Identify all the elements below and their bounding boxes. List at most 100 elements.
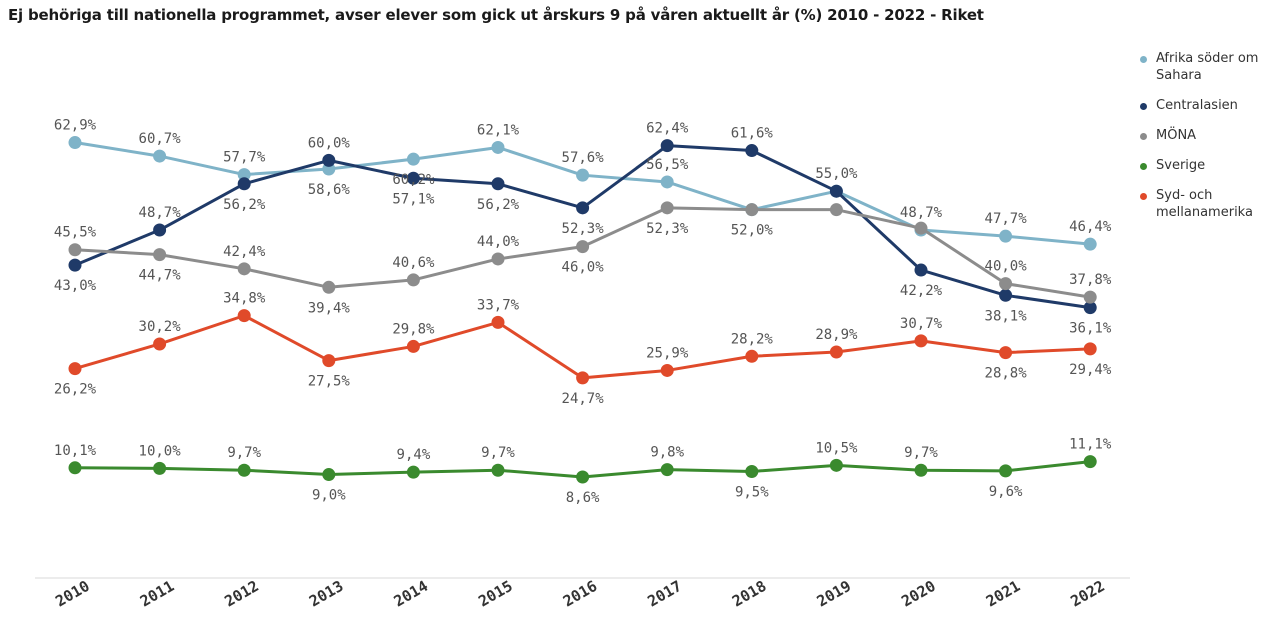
legend-item-mona[interactable]: MÖNA — [1140, 127, 1268, 144]
data-label-syd-och-mellanamerika: 24,7% — [562, 391, 605, 407]
x-tick-label: 2020 — [898, 577, 938, 611]
data-label-afrika-soder-om-sahara: 60,2% — [392, 172, 435, 188]
legend: Afrika söder om Sahara Centralasien MÖNA Sv… — [1140, 50, 1268, 234]
data-point-syd-och-mellanamerika — [576, 371, 590, 385]
legend-label: Sverige — [1156, 158, 1206, 173]
data-label-sverige: 9,8% — [650, 445, 684, 461]
data-point-afrika-soder-om-sahara — [660, 175, 674, 189]
data-label-mona: 44,7% — [139, 268, 182, 284]
x-tick-label: 2010 — [52, 577, 92, 611]
legend-marker — [1140, 103, 1147, 110]
data-label-mona: 39,4% — [308, 300, 351, 316]
data-label-syd-och-mellanamerika: 30,7% — [900, 316, 943, 332]
data-point-afrika-soder-om-sahara — [999, 229, 1013, 243]
data-label-sverige: 9,6% — [989, 484, 1023, 500]
x-tick-label: 2017 — [645, 577, 685, 611]
data-point-sverige — [914, 463, 928, 477]
data-point-mona — [660, 201, 674, 215]
data-point-afrika-soder-om-sahara — [68, 136, 82, 150]
data-label-centralasien: 61,6% — [731, 126, 774, 142]
legend-item-centralasien[interactable]: Centralasien — [1140, 97, 1268, 114]
data-label-syd-och-mellanamerika: 27,5% — [308, 374, 351, 390]
data-label-afrika-soder-om-sahara: 48,7% — [900, 205, 943, 221]
data-point-sverige — [406, 465, 420, 479]
data-point-syd-och-mellanamerika — [68, 362, 82, 376]
data-point-afrika-soder-om-sahara — [237, 168, 251, 182]
data-label-syd-och-mellanamerika: 30,2% — [139, 319, 182, 335]
x-tick-label: 2018 — [729, 577, 769, 611]
data-point-mona — [745, 203, 759, 217]
data-point-mona — [999, 277, 1013, 291]
data-point-mona — [1083, 290, 1097, 304]
data-label-syd-och-mellanamerika: 28,8% — [985, 366, 1028, 382]
data-point-syd-och-mellanamerika — [999, 346, 1013, 360]
data-point-sverige — [153, 461, 167, 475]
legend-item-afrika-soder-om-sahara[interactable]: Afrika söder om Sahara — [1140, 50, 1268, 84]
data-label-mona: 45,5% — [54, 225, 97, 241]
data-label-centralasien: 36,1% — [1069, 321, 1112, 337]
data-point-sverige — [745, 464, 759, 478]
data-point-syd-och-mellanamerika — [914, 334, 928, 348]
data-label-afrika-soder-om-sahara: 62,9% — [54, 118, 97, 134]
data-label-syd-och-mellanamerika: 34,8% — [223, 291, 266, 307]
data-point-centralasien — [68, 258, 82, 272]
data-point-sverige — [237, 463, 251, 477]
data-label-centralasien: 52,3% — [562, 221, 605, 237]
legend-item-sverige[interactable]: Sverige — [1140, 157, 1268, 174]
data-point-centralasien — [237, 177, 251, 191]
data-label-centralasien: 38,1% — [985, 308, 1028, 324]
data-point-sverige — [576, 470, 590, 484]
data-point-centralasien — [491, 177, 505, 191]
data-label-afrika-soder-om-sahara: 57,6% — [562, 150, 605, 166]
x-tick-label: 2021 — [983, 577, 1023, 611]
data-point-sverige — [322, 468, 336, 482]
legend-item-syd-och-mellanamerika[interactable]: Syd- och mellanamerika — [1140, 187, 1268, 221]
data-label-sverige: 8,6% — [566, 490, 600, 506]
data-label-syd-och-mellanamerika: 28,9% — [815, 327, 858, 343]
data-label-mona: 44,0% — [477, 234, 520, 250]
data-label-afrika-soder-om-sahara: 58,6% — [308, 182, 351, 198]
data-label-syd-och-mellanamerika: 29,8% — [392, 321, 435, 337]
legend-label: Centralasien — [1156, 98, 1238, 113]
legend-label: Afrika söder om Sahara — [1156, 51, 1259, 83]
data-point-centralasien — [745, 144, 759, 158]
data-point-sverige — [1083, 455, 1097, 469]
data-point-mona — [153, 248, 167, 262]
data-label-syd-och-mellanamerika: 33,7% — [477, 297, 520, 313]
data-label-mona: 40,6% — [392, 255, 435, 271]
data-label-syd-och-mellanamerika: 29,4% — [1069, 362, 1112, 378]
data-label-sverige: 9,0% — [312, 488, 346, 504]
legend-marker — [1140, 193, 1147, 200]
data-point-syd-och-mellanamerika — [322, 354, 336, 368]
x-tick-label: 2011 — [137, 577, 177, 611]
legend-label: Syd- och mellanamerika — [1156, 188, 1253, 220]
data-point-syd-och-mellanamerika — [237, 309, 251, 323]
data-label-sverige: 9,7% — [904, 445, 938, 461]
x-tick-label: 2014 — [391, 577, 431, 611]
data-point-sverige — [660, 463, 674, 477]
data-label-sverige: 9,7% — [481, 445, 515, 461]
legend-marker — [1140, 56, 1147, 63]
x-tick-label: 2013 — [306, 577, 346, 611]
data-point-mona — [237, 262, 251, 276]
data-label-sverige: 10,1% — [54, 443, 97, 459]
data-point-mona — [406, 273, 420, 287]
x-tick-label: 2019 — [814, 577, 854, 611]
legend-marker — [1140, 133, 1147, 140]
data-label-centralasien: 56,2% — [477, 197, 520, 213]
data-point-centralasien — [576, 201, 590, 215]
data-point-centralasien — [999, 288, 1013, 302]
data-label-centralasien: 62,4% — [646, 121, 689, 137]
data-label-centralasien: 48,7% — [139, 205, 182, 221]
data-label-afrika-soder-om-sahara: 62,1% — [477, 122, 520, 138]
data-point-mona — [914, 221, 928, 235]
data-label-mona: 42,4% — [223, 244, 266, 260]
data-point-syd-och-mellanamerika — [1083, 342, 1097, 356]
data-point-sverige — [68, 461, 82, 475]
chart-title: Ej behöriga till nationella programmet, … — [8, 6, 984, 24]
data-point-syd-och-mellanamerika — [745, 349, 759, 363]
data-label-syd-och-mellanamerika: 25,9% — [646, 345, 689, 361]
data-label-sverige: 9,5% — [735, 484, 769, 500]
data-label-mona: 37,8% — [1069, 272, 1112, 288]
data-label-centralasien: 42,2% — [900, 283, 943, 299]
